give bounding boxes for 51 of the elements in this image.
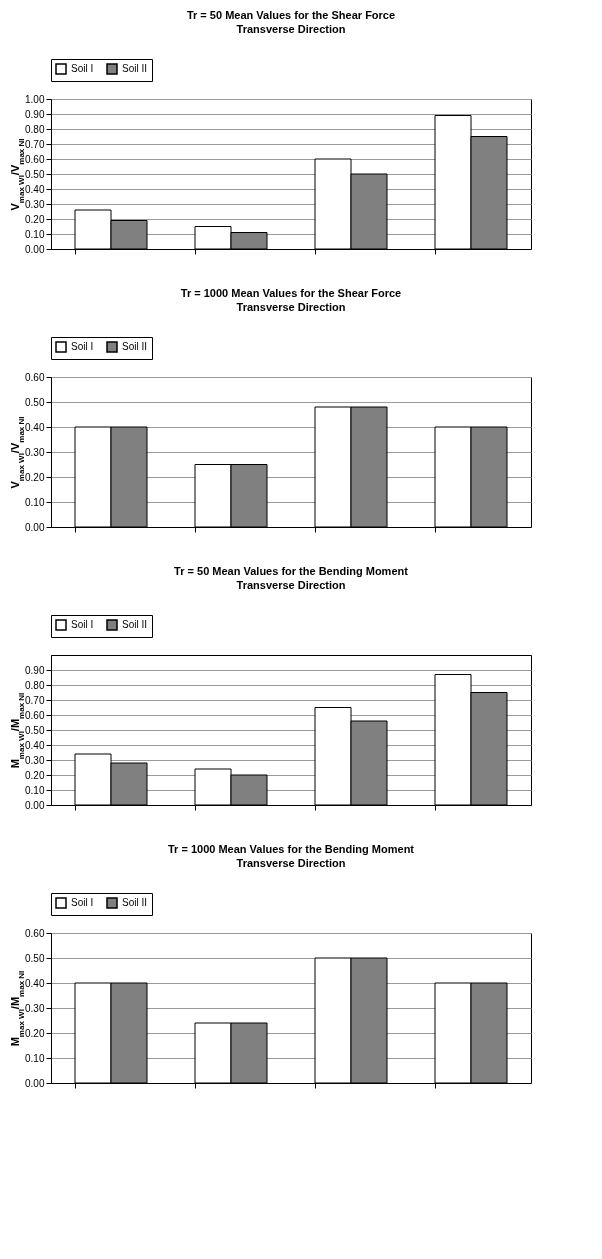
y-tick-label: 0.10 xyxy=(25,496,45,508)
chart-title: Tr = 50 Mean Values for the Bending Moment xyxy=(174,564,409,577)
chart-title: Tr = 1000 Mean Values for the Bending Moment xyxy=(167,842,415,855)
y-tick-label: 0.30 xyxy=(25,1002,45,1014)
y-tick-label: 0.20 xyxy=(25,1027,45,1039)
y-tick-label: 0.60 xyxy=(25,153,45,165)
y-tick-label: 0.40 xyxy=(25,183,45,195)
y-tick-label: 0.00 xyxy=(25,243,45,255)
y-tick-label: 0.90 xyxy=(25,664,45,676)
y-tick-label: 0.80 xyxy=(25,679,45,691)
chart-subtitle: Transverse Direction xyxy=(236,300,346,313)
y-tick-label: 0.50 xyxy=(25,396,45,408)
y-tick-label: 0.50 xyxy=(25,168,45,180)
y-tick-label: 0.20 xyxy=(25,471,45,483)
y-tick-label: 0.40 xyxy=(25,421,45,433)
legend-label: Soil I xyxy=(71,341,94,352)
y-tick-label: 0.30 xyxy=(25,198,45,210)
y-tick-label: 0.40 xyxy=(25,739,45,751)
y-tick-label: 0.60 xyxy=(25,371,45,383)
chart-subtitle: Transverse Direction xyxy=(236,856,346,869)
y-tick-label: 0.00 xyxy=(25,1077,45,1089)
y-tick-label: 0.70 xyxy=(25,694,45,706)
y-tick-label: 0.20 xyxy=(25,213,45,225)
y-tick-label: 0.00 xyxy=(25,799,45,811)
legend-label: Soil II xyxy=(122,63,148,74)
y-tick-label: 0.60 xyxy=(25,927,45,939)
y-tick-label: 0.20 xyxy=(25,769,45,781)
y-tick-label: 0.60 xyxy=(25,709,45,721)
y-tick-label: 0.50 xyxy=(25,724,45,736)
y-tick-label: 1.00 xyxy=(25,93,45,105)
y-tick-label: 0.70 xyxy=(25,138,45,150)
legend-label: Soil II xyxy=(122,897,148,908)
y-tick-label: 0.40 xyxy=(25,977,45,989)
legend-label: Soil I xyxy=(71,63,94,74)
y-tick-label: 0.50 xyxy=(25,952,45,964)
legend-label: Soil I xyxy=(71,897,94,908)
legend-label: Soil I xyxy=(71,619,94,630)
chart-title: Tr = 50 Mean Values for the Shear Force xyxy=(186,8,396,21)
y-tick-label: 0.30 xyxy=(25,754,45,766)
y-tick-label: 0.30 xyxy=(25,446,45,458)
y-tick-label: 0.10 xyxy=(25,1052,45,1064)
legend-label: Soil II xyxy=(122,341,148,352)
y-tick-label: 0.10 xyxy=(25,784,45,796)
chart-subtitle: Transverse Direction xyxy=(236,578,346,591)
legend-label: Soil II xyxy=(122,619,148,630)
chart-subtitle: Transverse Direction xyxy=(236,22,346,35)
y-tick-label: 0.80 xyxy=(25,123,45,135)
chart-title: Tr = 1000 Mean Values for the Shear Force xyxy=(180,286,402,299)
y-tick-label: 0.90 xyxy=(25,108,45,120)
y-tick-label: 0.00 xyxy=(25,521,45,533)
y-tick-label: 0.10 xyxy=(25,228,45,240)
